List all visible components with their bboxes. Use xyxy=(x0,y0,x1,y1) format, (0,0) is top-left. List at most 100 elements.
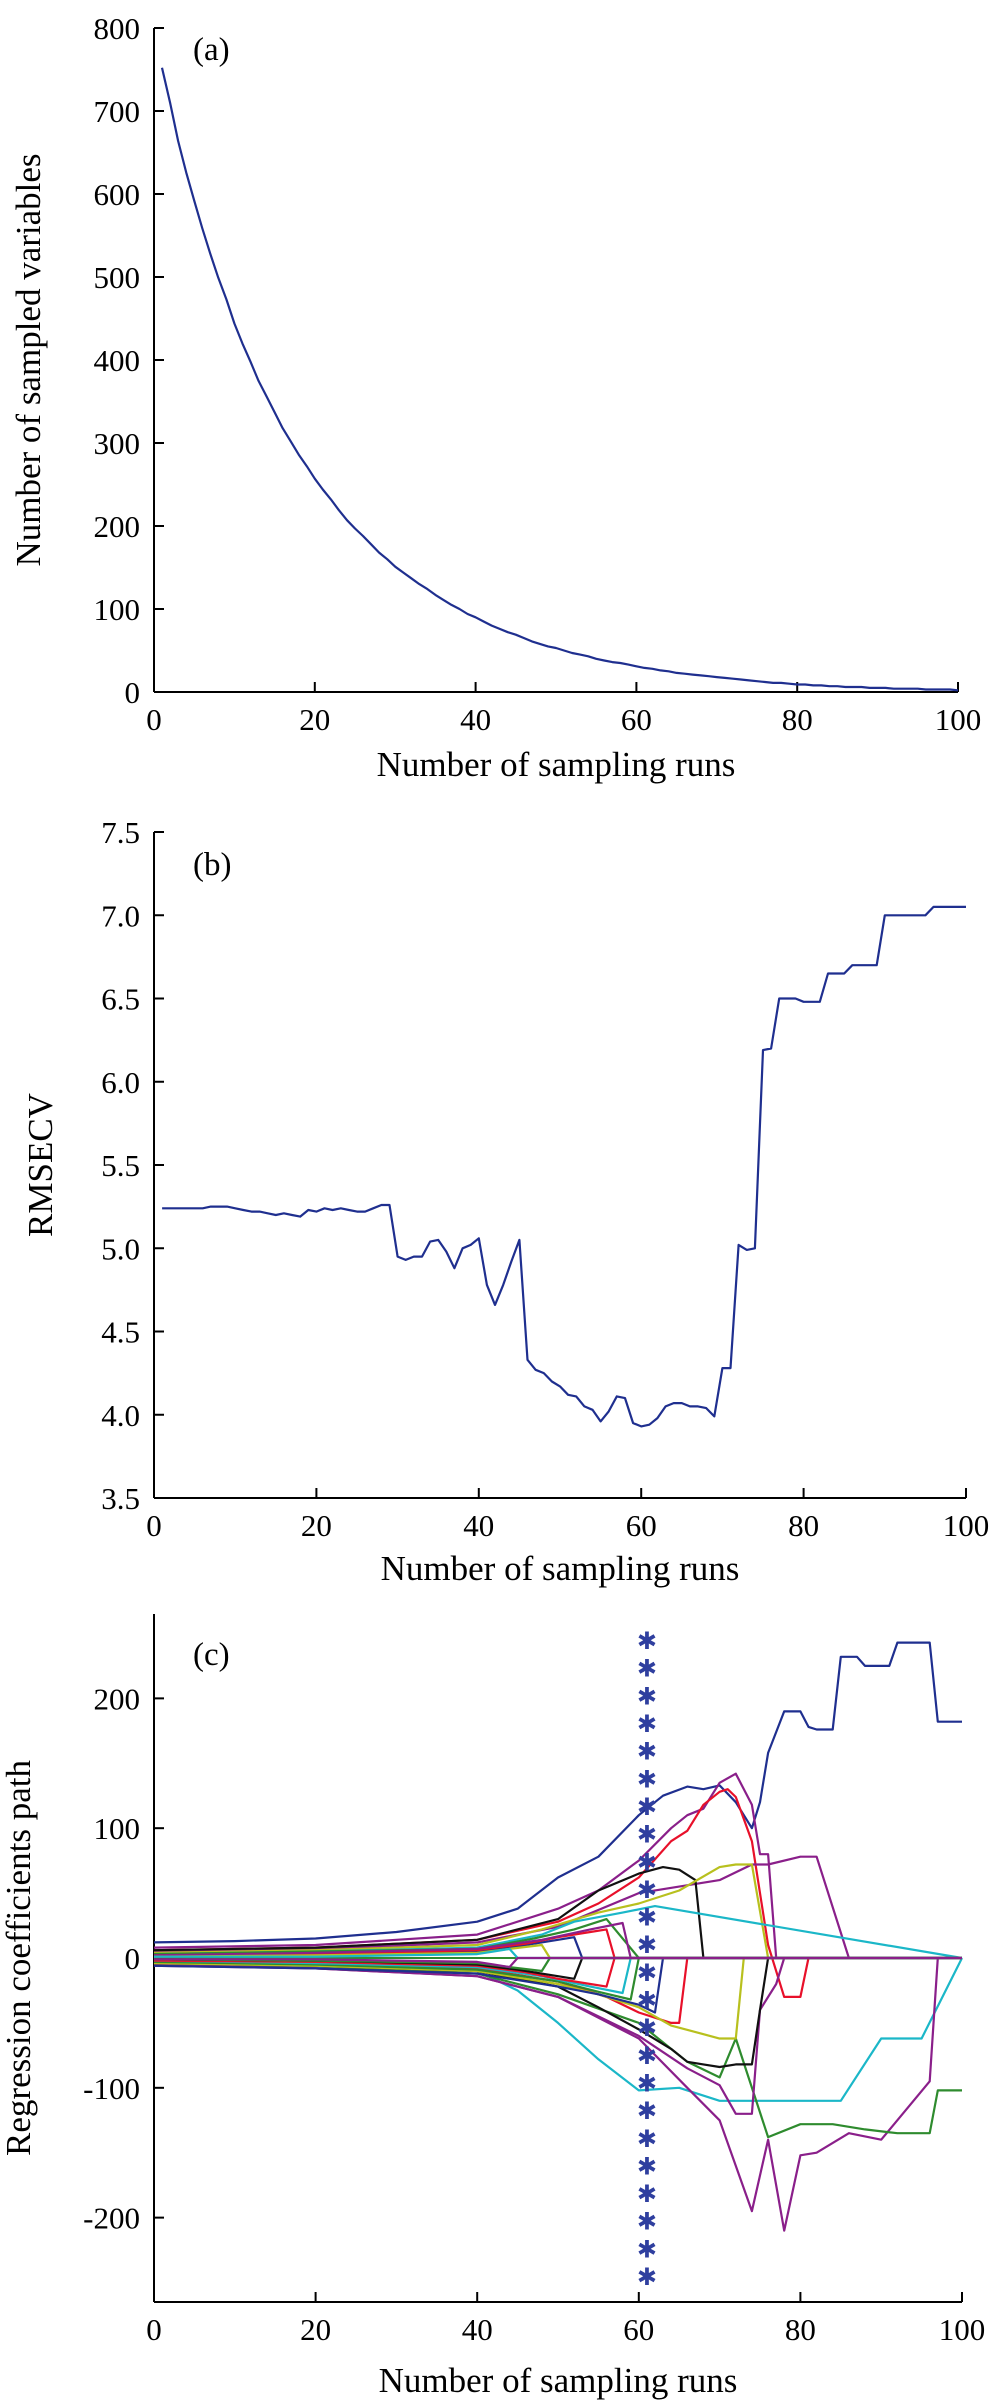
y-tick-label: 100 xyxy=(94,1811,141,1846)
y-tick-label: 3.5 xyxy=(101,1481,140,1516)
series-line-5 xyxy=(154,1865,962,1960)
y-tick-label: 7.0 xyxy=(101,898,140,933)
y-axis-title: Regression coefficients path xyxy=(0,1760,38,2156)
y-tick-label: 0 xyxy=(125,675,141,710)
asterisk-marker: ✱ xyxy=(637,2125,657,2153)
x-tick-label: 0 xyxy=(146,702,162,737)
x-tick-label: 40 xyxy=(463,1508,494,1543)
chart-panel-c: 0 20 40 60 80 100 -200 -100 0 100 200 Number of sam… xyxy=(0,1614,985,2400)
asterisk-marker: ✱ xyxy=(637,1821,657,1849)
series-line-11 xyxy=(154,1962,962,2139)
series-line-27 xyxy=(154,1956,962,1969)
y-tick-label: 5.0 xyxy=(101,1231,140,1266)
panel-label: (a) xyxy=(193,32,230,68)
asterisk-marker: ✱ xyxy=(637,2014,657,2042)
asterisk-marker: ✱ xyxy=(637,2069,657,2097)
x-tick-label: 0 xyxy=(146,1508,162,1543)
x-tick-label: 80 xyxy=(782,702,813,737)
series-line-3 xyxy=(154,1788,810,1999)
x-axis-title: Number of sampling runs xyxy=(379,2361,738,2400)
y-tick-label: -200 xyxy=(83,2201,140,2236)
asterisk-marker: ✱ xyxy=(637,1793,657,1821)
series-line-1 xyxy=(154,1641,962,1944)
y-tick-label: 6.5 xyxy=(101,982,140,1017)
optimal-run-marker-line: ✱✱✱✱✱✱✱✱✱✱✱✱✱✱✱✱✱✱✱✱✱✱✱✱ xyxy=(637,1627,657,2291)
x-tick-label: 60 xyxy=(626,1508,657,1543)
asterisk-marker: ✱ xyxy=(637,1848,657,1876)
asterisk-marker: ✱ xyxy=(637,2152,657,2180)
y-tick-label: 4.5 xyxy=(101,1315,140,1350)
series-group xyxy=(154,1641,963,2232)
series-group xyxy=(160,67,959,692)
y-tick-label: 0 xyxy=(125,1941,141,1976)
asterisk-marker: ✱ xyxy=(637,1931,657,1959)
x-tick-label: 80 xyxy=(785,2312,816,2347)
series-line-18 xyxy=(154,1956,962,1995)
x-axis-title: Number of sampling runs xyxy=(377,745,736,784)
asterisk-marker: ✱ xyxy=(637,2235,657,2263)
x-tick-label: 80 xyxy=(788,1508,819,1543)
x-axis-title: Number of sampling runs xyxy=(381,1549,740,1588)
y-axis-title: Number of sampled variables xyxy=(9,153,48,566)
y-axis-title: RMSECV xyxy=(21,1093,60,1237)
x-tick-label: 0 xyxy=(146,2312,162,2347)
x-tick-label: 100 xyxy=(939,2312,986,2347)
series-line-6 xyxy=(154,1863,962,1960)
chart-panel-b: 0 20 40 60 80 100 3.5 4.0 4.5 5.0 5.5 6.0 6.5 7.0 7.5 N… xyxy=(21,815,989,1588)
series-line-15 xyxy=(154,1956,962,2040)
series-group xyxy=(162,905,966,1428)
y-tick-label: 200 xyxy=(94,1681,141,1716)
y-tick-label: 6.0 xyxy=(101,1065,140,1100)
asterisk-marker: ✱ xyxy=(637,2042,657,2070)
y-tick-label: 200 xyxy=(94,509,141,544)
y-tick-label: -100 xyxy=(83,2071,140,2106)
chart-panel-a: 0 20 40 60 80 100 0 100 200 300 400 500 600 700 800 Num… xyxy=(9,11,981,784)
series-line-4 xyxy=(154,1855,850,1959)
y-tick-label: 800 xyxy=(94,11,141,46)
asterisk-marker: ✱ xyxy=(637,1904,657,1932)
x-tick-label: 20 xyxy=(301,1508,332,1543)
x-tick-label: 100 xyxy=(943,1508,990,1543)
asterisk-marker: ✱ xyxy=(637,1655,657,1683)
y-tick-label: 700 xyxy=(94,94,141,129)
y-tick-label: 600 xyxy=(94,177,141,212)
y-tick-label: 4.0 xyxy=(101,1398,140,1433)
asterisk-marker: ✱ xyxy=(637,2097,657,2125)
series-line-12 xyxy=(154,1956,962,2115)
asterisk-marker: ✱ xyxy=(637,1876,657,1904)
x-tick-label: 60 xyxy=(623,2312,654,2347)
series-line-16 xyxy=(154,1956,962,2014)
asterisk-marker: ✱ xyxy=(637,1765,657,1793)
asterisk-marker: ✱ xyxy=(637,2180,657,2208)
asterisk-marker: ✱ xyxy=(637,1627,657,1655)
series-line-1 xyxy=(160,67,959,692)
y-tick-label: 7.5 xyxy=(101,815,140,850)
series-line-1 xyxy=(162,905,966,1428)
asterisk-marker: ✱ xyxy=(637,1682,657,1710)
series-line-23 xyxy=(154,1921,962,1960)
x-tick-label: 60 xyxy=(621,702,652,737)
asterisk-marker: ✱ xyxy=(637,1738,657,1766)
y-tick-label: 400 xyxy=(94,343,141,378)
asterisk-marker: ✱ xyxy=(637,2263,657,2291)
series-line-2 xyxy=(154,1772,785,1960)
y-tick-label: 500 xyxy=(94,260,141,295)
x-tick-label: 40 xyxy=(462,2312,493,2347)
panel-label: (c) xyxy=(193,1637,230,1673)
y-tick-label: 300 xyxy=(94,426,141,461)
asterisk-marker: ✱ xyxy=(637,2208,657,2236)
asterisk-marker: ✱ xyxy=(637,1987,657,2015)
asterisk-marker: ✱ xyxy=(637,1710,657,1738)
series-line-10 xyxy=(154,1957,939,2232)
y-tick-label: 100 xyxy=(94,592,141,627)
x-tick-label: 20 xyxy=(299,702,330,737)
y-tick-label: 5.5 xyxy=(101,1148,140,1183)
x-tick-label: 100 xyxy=(935,702,982,737)
series-line-17 xyxy=(154,1956,962,2001)
x-tick-label: 40 xyxy=(460,702,491,737)
panel-label: (b) xyxy=(193,847,231,883)
x-tick-label: 20 xyxy=(300,2312,331,2347)
series-line-19 xyxy=(154,1956,962,1988)
asterisk-marker: ✱ xyxy=(637,1959,657,1987)
